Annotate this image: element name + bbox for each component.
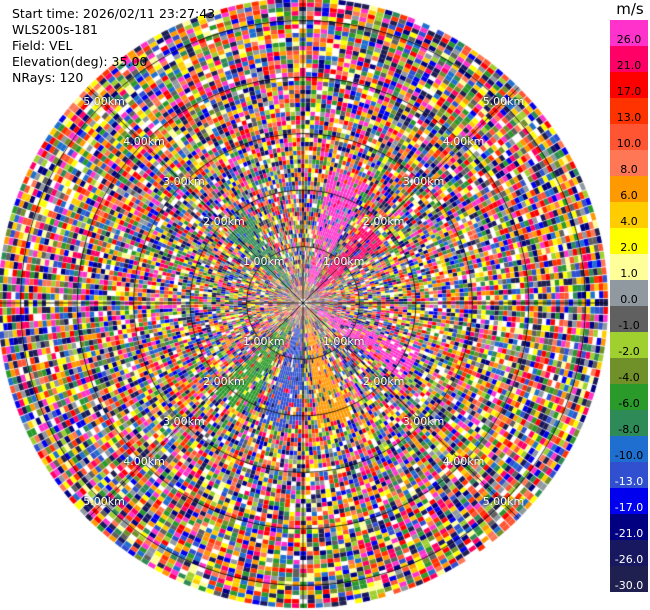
colorbar-tick-label: 8.0 bbox=[620, 163, 638, 176]
colorbar-cell bbox=[610, 410, 648, 436]
colorbar-tick-label: 0.0 bbox=[620, 293, 638, 306]
colorbar-tick-label: -2.0 bbox=[618, 345, 640, 358]
range-ring-label: 4.00km bbox=[123, 454, 165, 468]
range-ring-label: 5.00km bbox=[83, 95, 125, 109]
colorbar-tick-label: 4.0 bbox=[620, 215, 638, 228]
colorbar-cell bbox=[610, 384, 648, 410]
colorbar-tick-label: 1.0 bbox=[620, 267, 638, 280]
colorbar-tick-label: -26.0 bbox=[614, 553, 644, 566]
colorbar-tick-label: -21.0 bbox=[614, 527, 644, 540]
range-ring-label: 2.00km bbox=[362, 374, 405, 388]
colorbar-tick-label: 17.0 bbox=[616, 85, 642, 98]
colorbar-tick-label: -6.0 bbox=[618, 397, 640, 410]
range-ring-label: 2.00km bbox=[203, 374, 245, 388]
colorbar-cell bbox=[610, 124, 648, 150]
colorbar-cell bbox=[610, 358, 648, 384]
colorbar-tick-label: -1.0 bbox=[618, 319, 640, 332]
colorbar-cell bbox=[610, 514, 648, 540]
colorbar-cell bbox=[610, 566, 648, 592]
field-text: Field: VEL bbox=[12, 38, 73, 53]
colorbar-cell bbox=[610, 254, 648, 280]
colorbar-cell bbox=[610, 488, 648, 514]
ppi-velocity-plot bbox=[0, 0, 610, 610]
range-ring-label: 1.00km bbox=[243, 255, 285, 269]
range-ring-label: 3.00km bbox=[163, 414, 205, 428]
colorbar-tick-label: 10.0 bbox=[616, 137, 642, 150]
colorbar-tick-label: 6.0 bbox=[620, 189, 638, 202]
start-time-text: Start time: 2026/02/11 23:27:43 bbox=[12, 6, 216, 21]
colorbar-cell bbox=[610, 202, 648, 228]
colorbar-tick-label: -8.0 bbox=[618, 423, 640, 436]
nrays-text: NRays: 120 bbox=[12, 70, 84, 85]
colorbar-cell bbox=[610, 150, 648, 176]
colorbar-cell bbox=[610, 72, 648, 98]
range-ring-label: 5.00km bbox=[83, 494, 125, 508]
range-ring-label: 4.00km bbox=[123, 135, 165, 149]
colorbar-tick-label: 2.0 bbox=[620, 241, 638, 254]
colorbar-cell bbox=[610, 436, 648, 462]
range-ring-label: 3.00km bbox=[402, 414, 445, 428]
range-ring-label: 5.00km bbox=[482, 494, 525, 508]
colorbar-tick-label: -13.0 bbox=[614, 475, 644, 488]
colorbar-cell bbox=[610, 46, 648, 72]
colorbar-cell bbox=[610, 176, 648, 202]
elevation-text: Elevation(deg): 35.00 bbox=[12, 54, 148, 69]
colorbar-cell bbox=[610, 332, 648, 358]
colorbar-tick-label: -30.0 bbox=[614, 579, 644, 592]
colorbar-unit: m/s bbox=[616, 0, 644, 18]
range-ring-label: 3.00km bbox=[402, 175, 445, 189]
colorbar-cell bbox=[610, 306, 648, 332]
colorbar-tick-label: -4.0 bbox=[618, 371, 640, 384]
colorbar-tick-label: -10.0 bbox=[614, 449, 644, 462]
colorbar-tick-label: -17.0 bbox=[614, 501, 644, 514]
range-ring-label: 2.00km bbox=[362, 215, 405, 229]
colorbar-cell bbox=[610, 540, 648, 566]
range-ring-label: 1.00km bbox=[243, 334, 285, 348]
instrument-text: WLS200s-181 bbox=[12, 22, 98, 37]
range-ring-label: 3.00km bbox=[163, 175, 205, 189]
range-ring-label: 5.00km bbox=[482, 95, 525, 109]
colorbar-cell bbox=[610, 228, 648, 254]
colorbar-cell bbox=[610, 20, 648, 46]
colorbar-cell bbox=[610, 280, 648, 306]
colorbar-tick-label: 13.0 bbox=[616, 111, 642, 124]
colorbar-tick-label: 21.0 bbox=[616, 59, 642, 72]
colorbar-tick-label: 26.0 bbox=[616, 33, 642, 46]
range-ring-label: 4.00km bbox=[442, 135, 485, 149]
colorbar-cell bbox=[610, 462, 648, 488]
range-ring-label: 4.00km bbox=[442, 454, 485, 468]
colorbar-cell bbox=[610, 98, 648, 124]
range-ring-label: 2.00km bbox=[203, 215, 245, 229]
range-ring-label: 1.00km bbox=[322, 255, 365, 269]
range-ring-label: 1.00km bbox=[322, 334, 365, 348]
